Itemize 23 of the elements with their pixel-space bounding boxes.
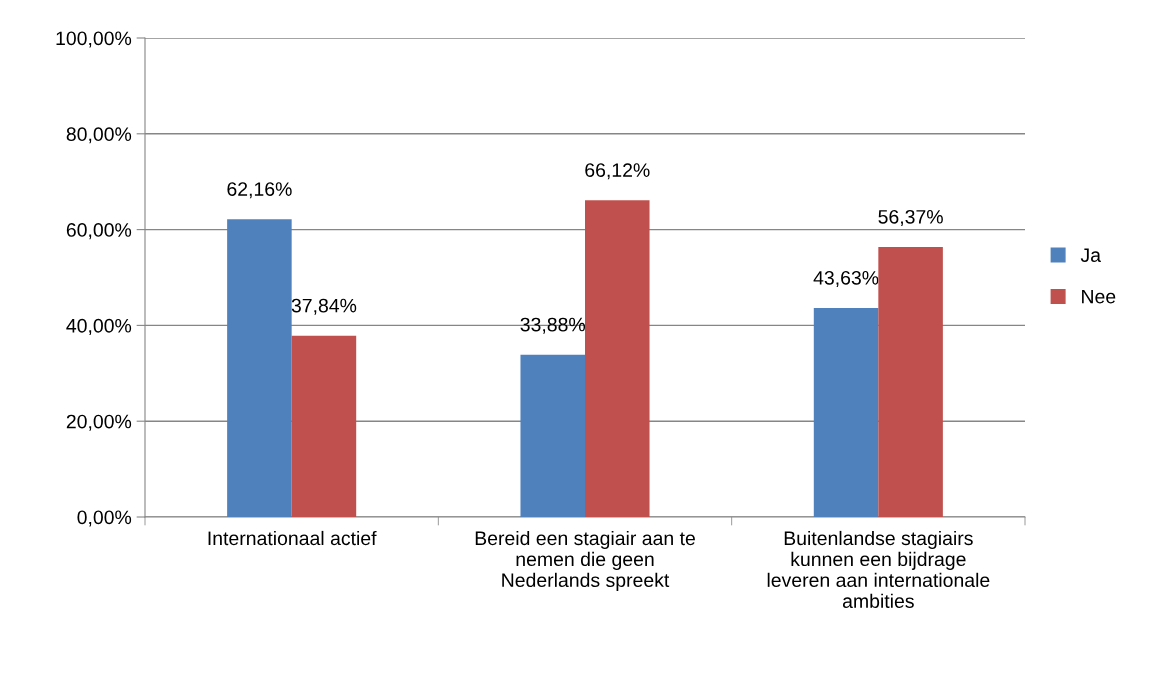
bar	[585, 200, 650, 517]
data-label: 33,88%	[520, 317, 586, 334]
legend-label: Nee	[1082, 289, 1116, 304]
bar	[878, 246, 943, 517]
data-label: 66,12%	[585, 163, 650, 180]
bar	[520, 354, 585, 517]
x-tick-label: Internationaal actief	[208, 530, 377, 546]
legend-label: Ja	[1080, 248, 1101, 262]
bar	[813, 308, 879, 517]
data-label: 43,63%	[813, 270, 879, 288]
y-tick-label: 0,00%	[77, 510, 132, 527]
y-tick-label: 20,00%	[66, 414, 132, 431]
y-tick-label: 40,00%	[66, 318, 132, 335]
y-tick-label: 80,00%	[66, 127, 132, 144]
bar	[291, 335, 357, 517]
y-tick-label: 100,00%	[56, 31, 132, 48]
data-label: 56,37%	[878, 209, 943, 226]
bar	[227, 219, 292, 517]
y-tick-label: 60,00%	[66, 223, 132, 240]
data-label: 37,84%	[291, 298, 357, 315]
data-label: 62,16%	[227, 182, 292, 199]
x-tick-label: Bereid een stagiair aan te nemen die geen Nederlands spreekt	[475, 530, 695, 591]
x-tick-label: Buitenlandse stagiairs kunnen een bijdrage leveren aan internationale ambities	[767, 530, 990, 608]
